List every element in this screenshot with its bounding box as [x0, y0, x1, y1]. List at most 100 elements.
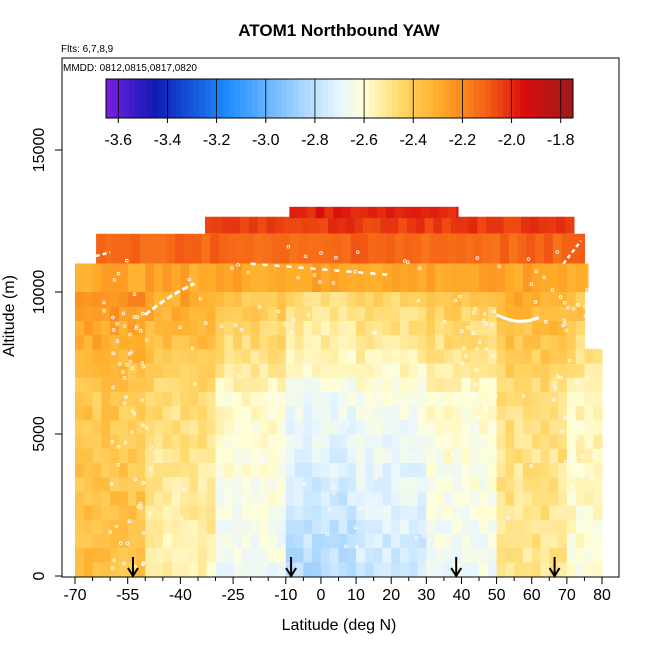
- colorbar-swatch: [187, 79, 195, 118]
- track-point: [411, 452, 416, 456]
- heatmap-cell: [338, 292, 348, 307]
- heatmap-cell: [452, 533, 463, 549]
- track-point: [491, 354, 495, 359]
- heatmap-cell: [426, 377, 436, 392]
- heatmap-cell: [180, 348, 190, 364]
- heatmap-cell: [505, 505, 515, 520]
- colorbar-swatch: [374, 79, 381, 118]
- heatmap-cell: [215, 547, 225, 563]
- heatmap-cell: [522, 320, 533, 336]
- track-point: [481, 382, 486, 386]
- heatmap-cell: [514, 505, 524, 520]
- colorbar-swatch: [106, 79, 113, 118]
- heatmap-cell: [83, 547, 94, 563]
- heatmap-cell: [584, 434, 594, 449]
- colorbar-tick-label: -3.6: [105, 132, 133, 149]
- heatmap-cell: [285, 334, 296, 350]
- track-point: [140, 398, 144, 402]
- heatmap-cell: [470, 561, 480, 577]
- heatmap-cell: [162, 533, 173, 549]
- heatmap-cell: [189, 306, 199, 321]
- chart-title: ATOM1 Northbound YAW: [238, 21, 440, 40]
- colorbar-swatch: [473, 79, 481, 118]
- heatmap-cell: [382, 476, 392, 492]
- colorbar-swatch: [351, 79, 358, 118]
- colorbar-swatch: [526, 79, 533, 118]
- profile-arrow: [548, 567, 561, 578]
- heatmap-cell: [408, 363, 419, 378]
- heatmap-cell: [487, 519, 498, 534]
- heatmap-cell: [540, 405, 550, 421]
- track-point: [141, 423, 145, 428]
- track-point: [149, 467, 153, 471]
- heatmap-cell: [356, 476, 366, 492]
- track-point: [484, 404, 489, 409]
- heatmap-cell: [575, 476, 586, 492]
- heatmap-cell: [356, 377, 366, 392]
- heatmap-cell: [417, 505, 427, 520]
- heatmap-cell: [118, 505, 129, 520]
- heatmap-cell: [224, 476, 234, 492]
- heatmap-cell: [487, 348, 498, 364]
- heatmap-cell: [268, 462, 278, 478]
- heatmap-cell: [127, 348, 138, 364]
- heatmap-cell: [593, 405, 603, 421]
- heatmap-cell: [136, 434, 146, 449]
- colorbar-swatch: [327, 79, 335, 118]
- heatmap-cell: [461, 419, 471, 435]
- heatmap-cell: [285, 405, 296, 421]
- heatmap-cell: [303, 561, 313, 577]
- heatmap-cell: [241, 547, 252, 563]
- heatmap-cell: [250, 505, 261, 520]
- heatmap-cell: [294, 292, 304, 307]
- heatmap-cell: [540, 561, 550, 577]
- heatmap-cell: [110, 306, 120, 321]
- heatmap-cell: [180, 363, 190, 378]
- heatmap-cell: [189, 533, 199, 549]
- heatmap-cell: [593, 348, 603, 364]
- heatmap-cell: [110, 533, 120, 549]
- heatmap-cell: [250, 306, 261, 321]
- heatmap-cell: [233, 462, 243, 478]
- heatmap-cell: [364, 348, 375, 364]
- track-point: [317, 279, 322, 284]
- heatmap-cell: [110, 363, 120, 378]
- heatmap-cell: [549, 405, 559, 421]
- track-point: [134, 326, 139, 331]
- heatmap-cell: [443, 348, 454, 364]
- heatmap-cell: [241, 348, 252, 364]
- heatmap-cell: [426, 519, 436, 534]
- colorbar-swatch: [432, 79, 440, 118]
- heatmap-cell: [347, 490, 357, 506]
- track-point: [591, 454, 595, 458]
- heatmap-cell: [259, 320, 269, 336]
- track-point: [474, 346, 479, 351]
- heatmap-cell: [435, 419, 445, 435]
- heatmap-cell: [575, 547, 586, 563]
- heatmap-cell: [92, 263, 102, 292]
- heatmap-cell: [347, 292, 357, 307]
- heatmap-cell: [382, 434, 392, 449]
- heatmap-cell: [162, 306, 173, 321]
- heatmap-cell: [461, 348, 471, 364]
- track-point: [584, 375, 589, 380]
- track-point: [482, 312, 487, 316]
- heatmap-cell: [575, 505, 586, 520]
- heatmap-cell: [250, 377, 261, 392]
- colorbar-swatch: [111, 79, 119, 118]
- heatmap-cell: [277, 419, 287, 435]
- heatmap-cell: [104, 233, 115, 264]
- heatmap-cell: [447, 233, 457, 264]
- heatmap-cell: [118, 320, 129, 336]
- heatmap-cell: [347, 533, 357, 549]
- heatmap-cell: [92, 547, 102, 563]
- heatmap-cell: [514, 476, 524, 492]
- heatmap-cell: [127, 363, 138, 378]
- heatmap-cell: [312, 405, 322, 421]
- heatmap-cell: [329, 462, 340, 478]
- heatmap-cell: [233, 320, 243, 336]
- track-point: [182, 487, 186, 492]
- heatmap-cell: [399, 320, 410, 336]
- heatmap-cell: [127, 519, 138, 534]
- heatmap-cell: [371, 216, 382, 234]
